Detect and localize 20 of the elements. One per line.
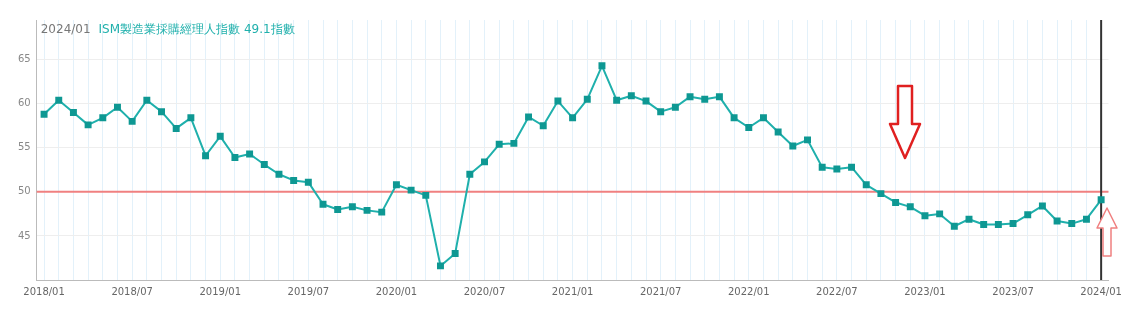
x-tick-label: 2018/07 (111, 285, 153, 297)
x-tick-label: 2022/07 (816, 285, 858, 297)
x-tick-label: 2021/07 (639, 285, 682, 297)
y-tick-label: 50 (17, 185, 31, 197)
x-tick-label: 2021/01 (551, 285, 594, 297)
chart-subtitle: 2024/01 (40, 22, 91, 37)
x-tick-label: 2023/01 (904, 285, 946, 297)
x-tick-label: 2022/01 (728, 285, 770, 297)
y-tick-label: 55 (17, 141, 31, 153)
y-tick-label: 60 (17, 97, 31, 109)
x-tick-label: 2019/07 (287, 285, 330, 297)
y-tick-label: 45 (17, 229, 31, 241)
x-tick-label: 2018/01 (23, 285, 65, 297)
x-tick-label: 2020/01 (375, 285, 418, 297)
x-tick-label: 2024/01 (1080, 285, 1122, 297)
chart-title: ISM製造業採購經理人指數 49.1指數 (98, 22, 295, 37)
x-tick-label: 2019/01 (199, 285, 242, 297)
x-tick-label: 2023/07 (992, 285, 1034, 297)
x-tick-label: 2020/07 (463, 285, 506, 297)
y-tick-label: 65 (17, 53, 31, 65)
